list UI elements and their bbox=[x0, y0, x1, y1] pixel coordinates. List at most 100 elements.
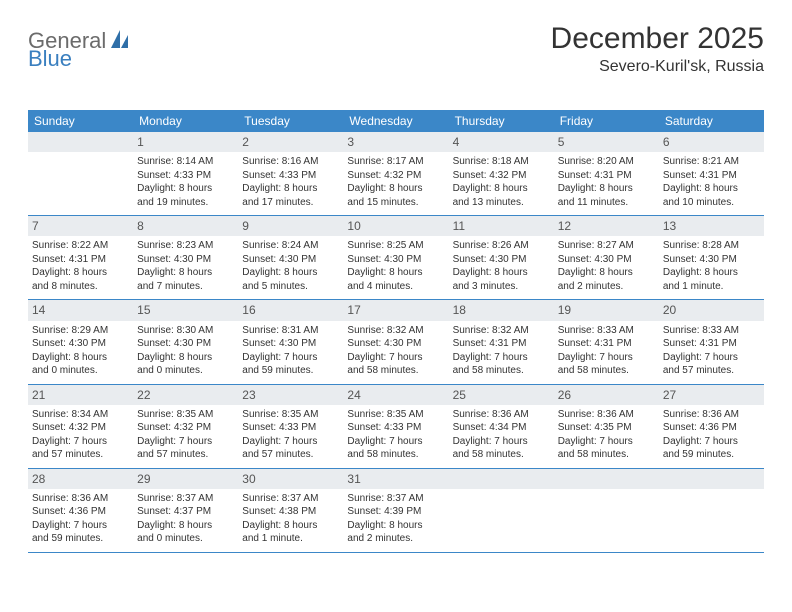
d1-text: Daylight: 7 hours bbox=[663, 435, 760, 449]
sunset-text: Sunset: 4:30 PM bbox=[137, 253, 234, 267]
day-number: 27 bbox=[659, 385, 764, 405]
day-number: 8 bbox=[133, 216, 238, 236]
day-number: 24 bbox=[343, 385, 448, 405]
day-number: 26 bbox=[554, 385, 659, 405]
d2-text: and 58 minutes. bbox=[453, 364, 550, 378]
d1-text: Daylight: 8 hours bbox=[558, 266, 655, 280]
sunrise-text: Sunrise: 8:35 AM bbox=[137, 408, 234, 422]
sunset-text: Sunset: 4:31 PM bbox=[663, 169, 760, 183]
weekday-header-row: Sunday Monday Tuesday Wednesday Thursday… bbox=[28, 110, 764, 132]
sunrise-text: Sunrise: 8:36 AM bbox=[663, 408, 760, 422]
d1-text: Daylight: 8 hours bbox=[137, 266, 234, 280]
weekday-tuesday: Tuesday bbox=[238, 110, 343, 132]
day-number: 11 bbox=[449, 216, 554, 236]
sunset-text: Sunset: 4:36 PM bbox=[32, 505, 129, 519]
d1-text: Daylight: 8 hours bbox=[137, 519, 234, 533]
sunset-text: Sunset: 4:30 PM bbox=[242, 253, 339, 267]
d1-text: Daylight: 8 hours bbox=[32, 266, 129, 280]
day-number: 15 bbox=[133, 300, 238, 320]
day-number bbox=[449, 469, 554, 489]
day-cell: 13Sunrise: 8:28 AMSunset: 4:30 PMDayligh… bbox=[659, 216, 764, 299]
weekday-friday: Friday bbox=[554, 110, 659, 132]
day-number: 31 bbox=[343, 469, 448, 489]
d1-text: Daylight: 8 hours bbox=[347, 266, 444, 280]
sunset-text: Sunset: 4:31 PM bbox=[32, 253, 129, 267]
sunset-text: Sunset: 4:30 PM bbox=[242, 337, 339, 351]
day-cell: 16Sunrise: 8:31 AMSunset: 4:30 PMDayligh… bbox=[238, 300, 343, 383]
d1-text: Daylight: 8 hours bbox=[453, 266, 550, 280]
d2-text: and 15 minutes. bbox=[347, 196, 444, 210]
sunset-text: Sunset: 4:32 PM bbox=[32, 421, 129, 435]
sunset-text: Sunset: 4:32 PM bbox=[137, 421, 234, 435]
sunrise-text: Sunrise: 8:37 AM bbox=[347, 492, 444, 506]
day-number: 16 bbox=[238, 300, 343, 320]
d2-text: and 58 minutes. bbox=[347, 448, 444, 462]
day-number bbox=[28, 132, 133, 152]
sunset-text: Sunset: 4:30 PM bbox=[453, 253, 550, 267]
sunset-text: Sunset: 4:31 PM bbox=[558, 169, 655, 183]
d2-text: and 10 minutes. bbox=[663, 196, 760, 210]
day-number: 1 bbox=[133, 132, 238, 152]
d2-text: and 59 minutes. bbox=[32, 532, 129, 546]
sunrise-text: Sunrise: 8:14 AM bbox=[137, 155, 234, 169]
d1-text: Daylight: 7 hours bbox=[663, 351, 760, 365]
sunrise-text: Sunrise: 8:33 AM bbox=[558, 324, 655, 338]
d1-text: Daylight: 7 hours bbox=[137, 435, 234, 449]
title-block: December 2025 Severo-Kuril'sk, Russia bbox=[551, 22, 764, 76]
sunrise-text: Sunrise: 8:36 AM bbox=[558, 408, 655, 422]
day-cell: 17Sunrise: 8:32 AMSunset: 4:30 PMDayligh… bbox=[343, 300, 448, 383]
day-cell: 30Sunrise: 8:37 AMSunset: 4:38 PMDayligh… bbox=[238, 469, 343, 552]
sunset-text: Sunset: 4:33 PM bbox=[347, 421, 444, 435]
day-cell: 9Sunrise: 8:24 AMSunset: 4:30 PMDaylight… bbox=[238, 216, 343, 299]
d2-text: and 19 minutes. bbox=[137, 196, 234, 210]
day-cell bbox=[659, 469, 764, 552]
sunset-text: Sunset: 4:39 PM bbox=[347, 505, 444, 519]
d2-text: and 59 minutes. bbox=[663, 448, 760, 462]
d2-text: and 58 minutes. bbox=[558, 448, 655, 462]
day-cell: 11 Sunrise: 8:26 AMSunset: 4:30 PMDayligh… bbox=[449, 216, 554, 299]
d2-text: and 8 minutes. bbox=[32, 280, 129, 294]
sunrise-text: Sunrise: 8:29 AM bbox=[32, 324, 129, 338]
weekday-saturday: Saturday bbox=[659, 110, 764, 132]
d1-text: Daylight: 7 hours bbox=[347, 351, 444, 365]
d1-text: Daylight: 7 hours bbox=[32, 519, 129, 533]
day-number: 28 bbox=[28, 469, 133, 489]
d1-text: Daylight: 8 hours bbox=[137, 351, 234, 365]
weekday-sunday: Sunday bbox=[28, 110, 133, 132]
sunset-text: Sunset: 4:31 PM bbox=[558, 337, 655, 351]
week-row: 1 Sunrise: 8:14 AM Sunset: 4:33 PM Daylight… bbox=[28, 132, 764, 216]
sunset-text: Sunset: 4:30 PM bbox=[137, 337, 234, 351]
d1-text: Daylight: 7 hours bbox=[242, 435, 339, 449]
day-number: 30 bbox=[238, 469, 343, 489]
month-title: December 2025 bbox=[551, 22, 764, 56]
sunset-text: Sunset: 4:36 PM bbox=[663, 421, 760, 435]
sunset-text: Sunset: 4:37 PM bbox=[137, 505, 234, 519]
day-number: 29 bbox=[133, 469, 238, 489]
header: General December 2025 Severo-Kuril'sk, R… bbox=[28, 22, 764, 76]
sunset-text: Sunset: 4:33 PM bbox=[242, 169, 339, 183]
day-cell: 26Sunrise: 8:36 AMSunset: 4:35 PMDayligh… bbox=[554, 385, 659, 468]
day-number: 2 bbox=[238, 132, 343, 152]
sunrise-text: Sunrise: 8:33 AM bbox=[663, 324, 760, 338]
sunrise-text: Sunrise: 8:27 AM bbox=[558, 239, 655, 253]
day-cell: 28Sunrise: 8:36 AMSunset: 4:36 PMDayligh… bbox=[28, 469, 133, 552]
d1-text: Daylight: 8 hours bbox=[663, 182, 760, 196]
d2-text: and 59 minutes. bbox=[242, 364, 339, 378]
sunrise-text: Sunrise: 8:35 AM bbox=[242, 408, 339, 422]
location-label: Severo-Kuril'sk, Russia bbox=[551, 58, 764, 76]
sunset-text: Sunset: 4:32 PM bbox=[347, 169, 444, 183]
day-number: 18 bbox=[449, 300, 554, 320]
d1-text: Daylight: 7 hours bbox=[242, 351, 339, 365]
day-number: 5 bbox=[554, 132, 659, 152]
d1-text: Daylight: 7 hours bbox=[558, 435, 655, 449]
day-cell: 25Sunrise: 8:36 AMSunset: 4:34 PMDayligh… bbox=[449, 385, 554, 468]
d2-text: and 57 minutes. bbox=[663, 364, 760, 378]
sunrise-text: Sunrise: 8:21 AM bbox=[663, 155, 760, 169]
d1-text: Daylight: 8 hours bbox=[453, 182, 550, 196]
day-cell: 15Sunrise: 8:30 AMSunset: 4:30 PMDayligh… bbox=[133, 300, 238, 383]
sunrise-text: Sunrise: 8:26 AM bbox=[453, 239, 550, 253]
d1-text: Daylight: 8 hours bbox=[32, 351, 129, 365]
day-cell: 7Sunrise: 8:22 AMSunset: 4:31 PMDaylight… bbox=[28, 216, 133, 299]
d2-text: and 58 minutes. bbox=[347, 364, 444, 378]
d2-text: and 7 minutes. bbox=[137, 280, 234, 294]
